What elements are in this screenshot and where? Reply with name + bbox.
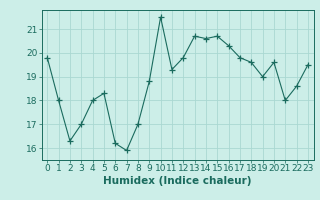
X-axis label: Humidex (Indice chaleur): Humidex (Indice chaleur): [103, 176, 252, 186]
